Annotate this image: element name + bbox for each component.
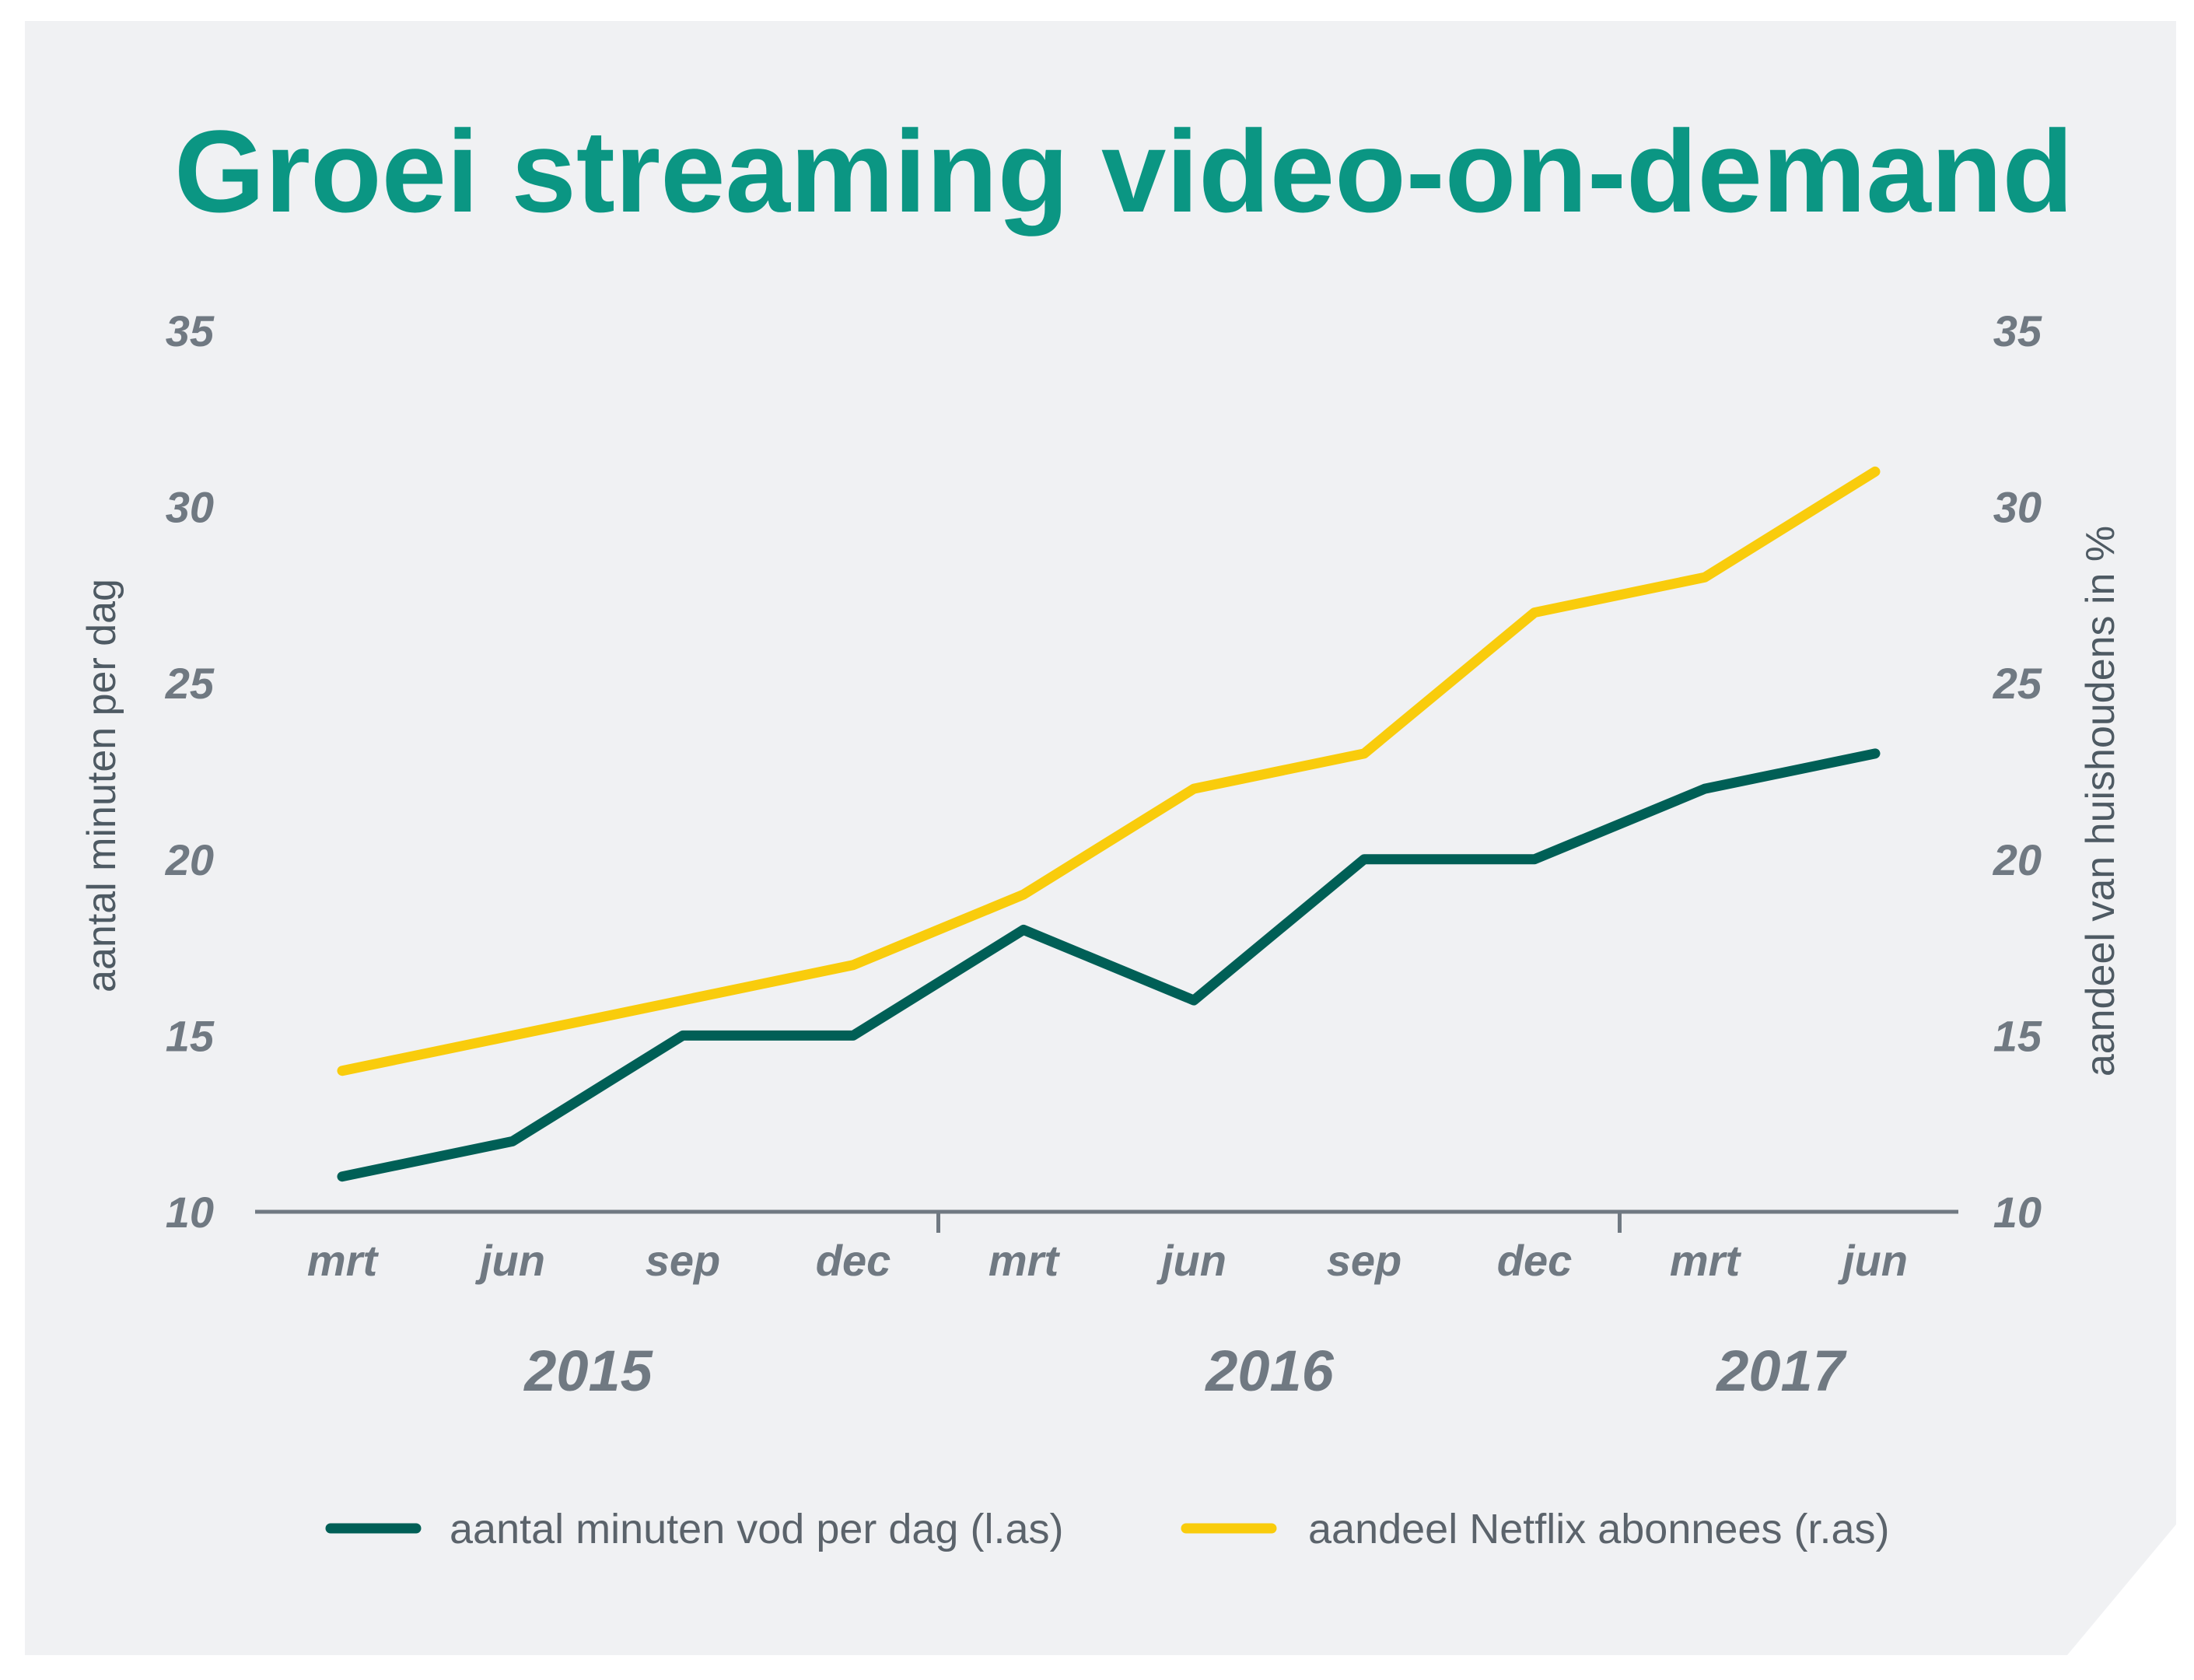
legend-label-netflix: aandeel Netflix abonnees (r.as) bbox=[1308, 1506, 1889, 1552]
legend-label-minutes: aantal minuten vod per dag (l.as) bbox=[450, 1506, 1063, 1552]
x-tick-label: jun bbox=[1837, 1236, 1908, 1285]
y-tick-left-15: 15 bbox=[166, 1011, 215, 1060]
y-tick-right-35: 35 bbox=[1993, 306, 2042, 355]
series-line-netflix bbox=[337, 466, 1881, 1076]
y-tick-left-30: 30 bbox=[166, 483, 214, 532]
y-tick-left-20: 20 bbox=[165, 835, 214, 884]
x-tick-label: sep bbox=[646, 1236, 721, 1285]
y-tick-left-35: 35 bbox=[166, 306, 215, 355]
year-label-2016: 2016 bbox=[1204, 1339, 1334, 1403]
year-labels: 2015 2016 2017 bbox=[523, 1339, 1847, 1403]
y-tick-left-10: 10 bbox=[166, 1188, 214, 1237]
y-axis-left-label: aantal minuten per dag bbox=[79, 579, 124, 992]
year-dividers bbox=[936, 1212, 1622, 1233]
y-tick-right-15: 15 bbox=[1993, 1011, 2042, 1060]
year-label-2017: 2017 bbox=[1715, 1339, 1847, 1403]
chart-background bbox=[25, 21, 2176, 1655]
series-line-minutes bbox=[337, 748, 1881, 1182]
y-tick-right-30: 30 bbox=[1993, 483, 2042, 532]
x-tick-label: dec bbox=[1497, 1236, 1573, 1285]
chart-title: Groei streaming video-on-demand bbox=[174, 106, 2073, 236]
y-tick-right-10: 10 bbox=[1993, 1188, 2042, 1237]
x-tick-label: dec bbox=[816, 1236, 891, 1285]
x-tick-label: mrt bbox=[989, 1236, 1061, 1285]
x-tick-label: jun bbox=[1156, 1236, 1226, 1285]
y-axis-left: 10 15 20 25 30 35 bbox=[165, 306, 215, 1237]
series-lines bbox=[337, 466, 1881, 1182]
x-tick-label: mrt bbox=[307, 1236, 380, 1285]
y-axis-right-label: aandeel van huishoudens in % bbox=[2078, 526, 2123, 1076]
x-tick-label: mrt bbox=[1670, 1236, 1742, 1285]
x-tick-label: sep bbox=[1327, 1236, 1402, 1285]
y-axis-right: 10 15 20 25 30 35 bbox=[1993, 306, 2042, 1237]
y-tick-right-25: 25 bbox=[1993, 659, 2042, 708]
x-tick-label: jun bbox=[474, 1236, 545, 1285]
y-tick-right-20: 20 bbox=[1993, 835, 2042, 884]
year-label-2015: 2015 bbox=[523, 1339, 653, 1403]
y-tick-left-25: 25 bbox=[165, 659, 215, 708]
x-axis-ticks: mrt jun sep dec mrt jun sep dec mrt jun bbox=[307, 1236, 1908, 1285]
legend: aantal minuten vod per dag (l.as) aandeel… bbox=[325, 1506, 1889, 1552]
